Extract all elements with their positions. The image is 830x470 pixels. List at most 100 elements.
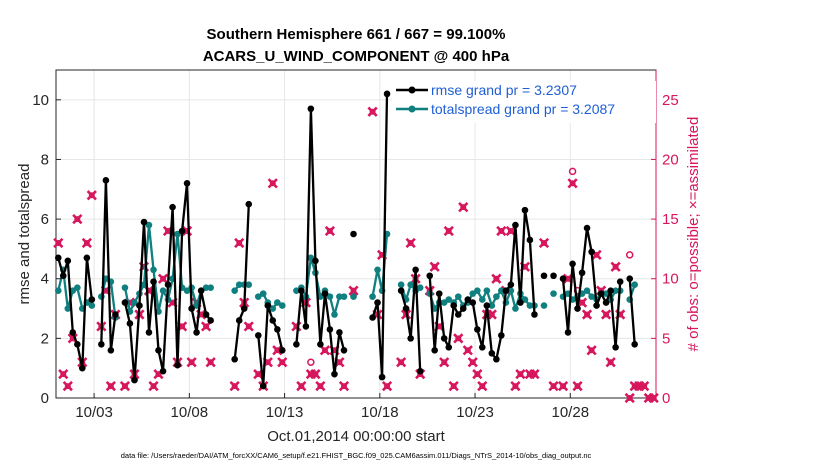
rmse-point	[378, 373, 386, 381]
rmse-point	[112, 311, 119, 318]
assimilated-marker	[229, 380, 240, 392]
rmse-point	[59, 272, 67, 280]
x-tick-label: 10/23	[456, 404, 494, 421]
assimilated-marker	[381, 380, 393, 392]
assimilated-marker	[86, 190, 97, 201]
rmse-point	[507, 281, 515, 288]
rmse-point	[140, 218, 148, 226]
assimilated-marker	[548, 380, 559, 392]
rmse-point	[302, 323, 310, 330]
rmse-point	[412, 266, 419, 274]
assimilated-marker	[600, 309, 612, 320]
rmse-point	[145, 329, 153, 336]
rmse-point	[431, 346, 438, 354]
legend-rmse-label: rmse grand pr = 3.2307	[431, 82, 577, 98]
totalspread-point	[254, 293, 262, 300]
rmse-point	[78, 364, 86, 372]
rmse-point	[369, 314, 376, 321]
totalspread-point	[397, 281, 405, 288]
rmse-point	[374, 299, 381, 306]
assimilated-marker	[567, 178, 578, 189]
totalspread-point	[159, 287, 167, 294]
rmse-point	[254, 332, 262, 339]
y-tick-label: 4	[41, 271, 49, 288]
totalspread-point	[416, 284, 424, 291]
y2-tick-label: 0	[662, 390, 670, 407]
totalspread-point	[550, 290, 557, 297]
x-tick-label: 10/03	[75, 404, 113, 421]
assimilated-marker	[157, 273, 169, 284]
rmse-point	[331, 370, 338, 378]
y-axis-label: rmse and totalspread	[16, 164, 33, 305]
assimilated-marker	[324, 225, 336, 237]
rmse-point	[550, 272, 557, 280]
totalspread-point	[235, 281, 243, 288]
rmse-point	[159, 367, 167, 375]
totalspread-point	[245, 281, 253, 288]
totalspread-point	[121, 284, 129, 291]
totalspread-point	[493, 293, 500, 300]
x-axis-label: Oct.01,2014 00:00:00 start	[267, 428, 445, 445]
rmse-point	[64, 257, 72, 265]
totalspread-point	[340, 293, 348, 300]
assimilated-marker	[510, 380, 521, 392]
totalspread-point	[478, 296, 486, 303]
totalspread-point	[540, 302, 548, 309]
rmse-point	[502, 287, 510, 294]
rmse-point	[612, 344, 619, 351]
rmse-point	[126, 320, 134, 327]
totalspread-point	[483, 287, 491, 294]
y-tick-label: 8	[41, 151, 49, 168]
rmse-point	[259, 382, 267, 390]
possible-marker	[625, 251, 634, 259]
rmse-point	[407, 335, 414, 342]
rmse-point	[178, 227, 186, 235]
rmse-point	[521, 206, 529, 214]
totalspread-point	[507, 287, 515, 294]
y-tick-label: 6	[41, 211, 49, 228]
rmse-point	[202, 311, 210, 318]
rmse-point	[278, 346, 286, 354]
rmse-point	[517, 299, 524, 306]
rmse-point	[397, 287, 405, 294]
rmse-point	[150, 278, 157, 286]
rmse-point	[574, 305, 581, 312]
totalspread-point	[54, 287, 62, 294]
rmse-point	[540, 272, 548, 280]
rmse-point	[174, 361, 181, 369]
totalspread-point	[454, 293, 462, 300]
totalspread-point	[445, 296, 453, 303]
assimilated-marker	[310, 369, 321, 380]
rmse-point	[512, 221, 519, 229]
totalspread-point	[583, 287, 591, 294]
y-tick-label: 10	[32, 92, 49, 109]
rmse-point	[240, 305, 248, 312]
rmse-point	[416, 367, 424, 375]
assimilated-marker	[610, 261, 621, 272]
rmse-point	[564, 329, 572, 336]
rmse-point	[164, 281, 172, 288]
rmse-point	[102, 177, 110, 184]
rmse-point	[478, 344, 486, 351]
rmse-point	[459, 305, 467, 312]
totalspread-point	[407, 281, 414, 288]
assimilated-marker	[586, 345, 597, 356]
assimilated-marker	[81, 237, 92, 249]
rmse-point	[193, 329, 200, 336]
assimilated-marker	[515, 369, 526, 380]
rmse-point	[107, 346, 115, 354]
possible-marker	[307, 358, 315, 366]
legend-rmse-marker	[408, 86, 416, 94]
rmse-point	[293, 341, 300, 348]
rmse-point	[321, 290, 329, 297]
rmse-point	[588, 248, 595, 256]
assimilated-marker	[472, 369, 483, 380]
y2-tick-label: 5	[662, 330, 670, 347]
assimilated-marker	[462, 345, 473, 356]
rmse-point	[440, 335, 448, 342]
y2-tick-label: 10	[662, 271, 679, 288]
rmse-point	[317, 341, 324, 348]
assimilated-marker	[443, 225, 454, 237]
rmse-point	[569, 260, 576, 268]
totalspread-point	[278, 302, 286, 309]
